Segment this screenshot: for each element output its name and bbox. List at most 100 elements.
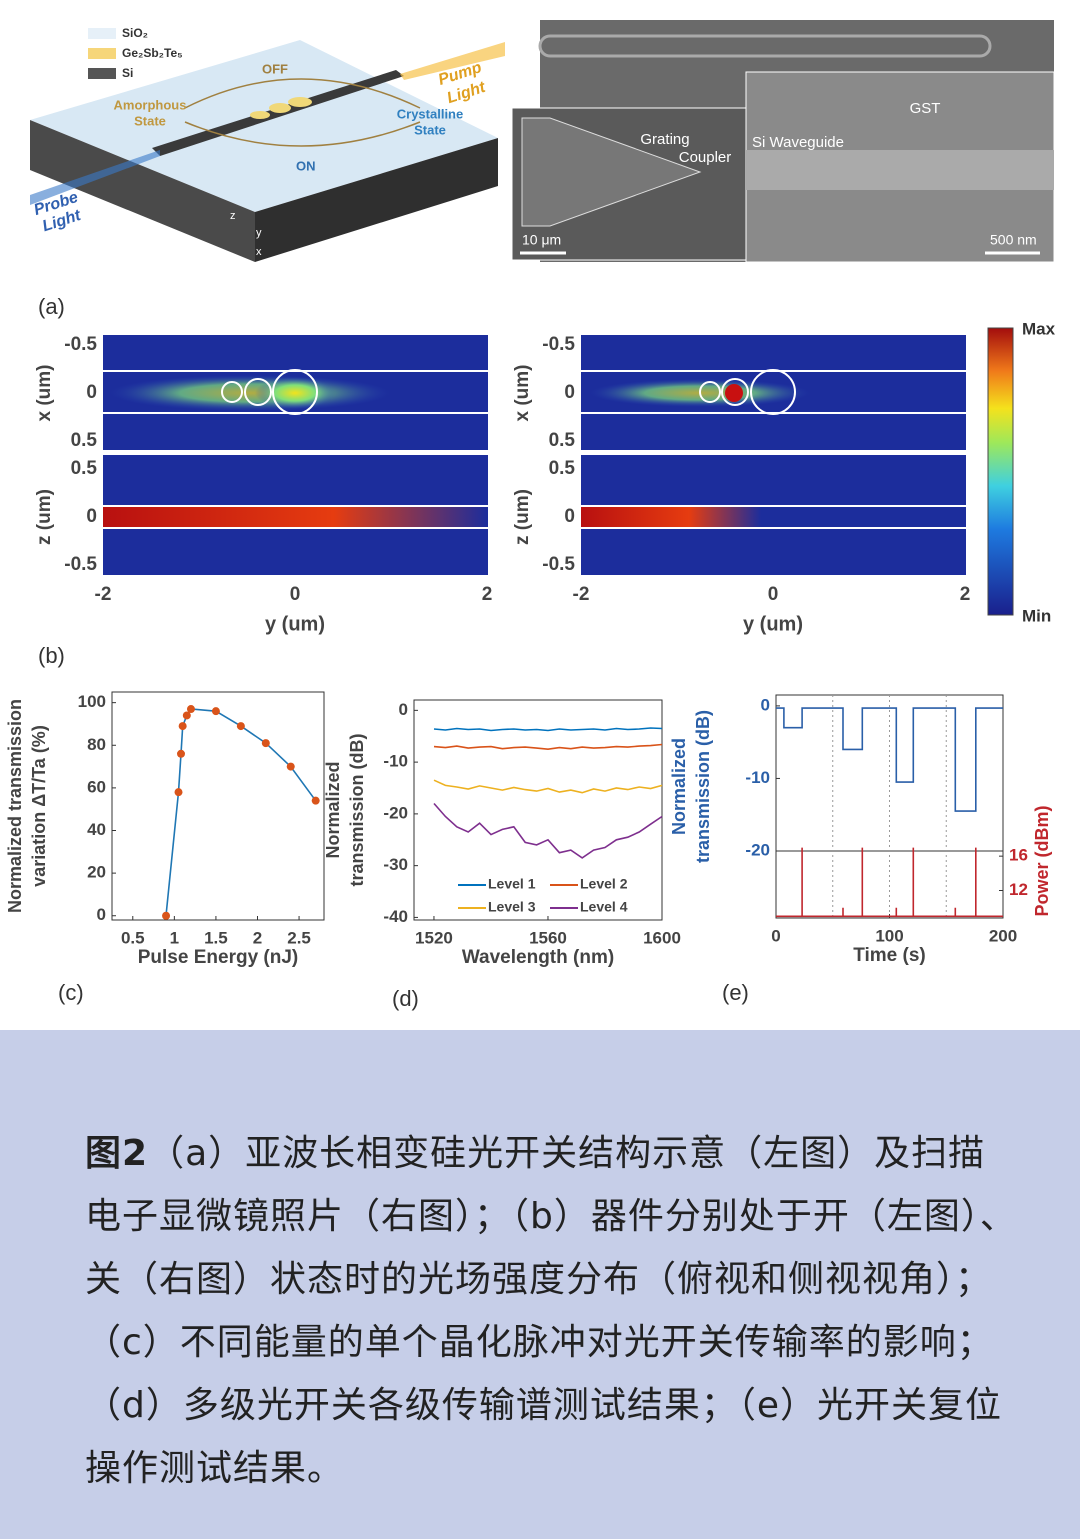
x-tick-label: 1 [170,928,179,947]
y-tick-label: 80 [87,735,106,754]
state-arrows [184,78,421,147]
series-line [433,743,663,751]
swatch [88,28,116,39]
y-tick-label: 20 [87,863,106,882]
swatch [88,68,116,79]
x-axis-label: Wavelength (nm) [462,947,614,968]
panel-label: (d) [392,986,419,1011]
y-tick-label: 0 [564,506,575,527]
x-tick-label: -2 [573,584,590,605]
y-tick-label: -0.5 [542,554,575,575]
field-maps [103,327,1014,616]
series-line [433,779,663,794]
axis-label: x [256,246,262,258]
y2-tick-label: 12 [1009,880,1028,899]
pump-beam [400,42,505,80]
x-tick-label: 1600 [643,928,681,947]
y-tick-label: -40 [383,907,408,926]
x-tick-label: 200 [989,926,1017,945]
y-tick-label: 40 [87,820,106,839]
x-tick-label: 0 [771,926,780,945]
y-tick-label: -0.5 [542,334,575,355]
point [162,911,171,920]
caption: 图2（a）亚波长相变硅光开关结构示意（左图）及扫描电子显微镜照片（右图）；（b）… [85,1122,1020,1500]
y-tick-label: -0.5 [64,334,97,355]
y-tick-label: 0 [86,506,97,527]
device-sketch [30,20,1055,263]
x-tick-label: 2.5 [287,928,311,947]
amorphous-label: State [134,113,166,128]
point [286,762,295,771]
axis-label: z [230,210,236,222]
x-tick-label: 100 [875,926,903,945]
panel-label: (e) [722,980,749,1005]
y-tick-label: -20 [745,840,770,859]
y-tick-label: -30 [383,855,408,874]
point [211,707,220,716]
y-axis-label: x (um) [34,365,55,422]
swatch [88,48,116,59]
field [581,506,761,528]
right-face [255,138,498,262]
scale-label: 10 μm [522,232,561,248]
point [177,749,186,758]
crystalline-label: Crystalline [397,106,463,121]
y2-axis-label: Power (dBm) [1032,805,1052,916]
waveguide-label: Si Waveguide [752,134,844,151]
panel-label: (b) [38,643,65,668]
x-axis-label: Time (s) [853,945,926,966]
plot-frame [413,699,663,921]
y-axis-label: Normalized [323,761,343,858]
y-axis-label: Normalized [669,738,689,835]
caption-text: （a）亚波长相变硅光开关结构示意（左图）及扫描电子显微镜照片（右图）；（b）器件… [85,1133,1017,1489]
y-tick-label: 0 [564,382,575,403]
caption-lead: 图2 [85,1133,149,1174]
gst [250,111,270,119]
point [311,796,320,805]
axis-label: y [256,227,262,239]
point [178,722,187,731]
point [182,711,191,720]
crystalline-label: State [414,122,446,137]
legend-label: Level 4 [580,899,628,915]
gst-label: GST [910,100,941,117]
x-tick-label: 1.5 [204,928,228,947]
y-tick-label: 100 [78,692,106,711]
legend-label: Ge₂Sb₂Te₅ [122,46,183,60]
legend-label: Level 2 [580,876,628,892]
colorbar [987,327,1014,616]
grating-label: Grating [640,131,689,148]
y-tick-label: -10 [745,768,770,787]
sem-ring [538,34,992,58]
x-tick-label: 0.5 [121,928,145,947]
probe-beam [30,150,160,205]
y-tick-label: 60 [87,777,106,796]
off-label: OFF [262,61,288,76]
y-axis-label: transmission (dB) [347,733,367,886]
waveguide-layer [746,150,1054,190]
x-axis-label: y (um) [265,613,325,635]
x-tick-label: 2 [253,928,262,947]
x-tick-label: 2 [960,584,971,605]
legend-label: Si [122,66,133,80]
series-line [776,707,1003,812]
series-line [165,708,317,916]
legend-label: Level 3 [488,899,536,915]
y-tick-label: -0.5 [64,554,97,575]
y-axis-label: Normalized transmission [5,699,25,913]
x-tick-label: 0 [768,584,779,605]
y-tick-label: 0.5 [71,430,98,451]
figure: SiO₂ Ge₂Sb₂Te₅ Si OFF ON Amorphous State… [5,20,1056,1011]
scale-label: 500 nm [990,232,1037,248]
point [236,722,245,731]
y-tick-label: -20 [383,803,408,822]
amorphous-label: Amorphous [114,97,187,112]
x-axis-label: Pulse Energy (nJ) [138,947,299,968]
gst [269,103,291,113]
y2-tick-label: 16 [1009,846,1028,865]
panel-label: (c) [58,980,84,1005]
x-tick-label: 2 [482,584,493,605]
on-label: ON [296,158,316,173]
y-axis-label: x (um) [512,365,533,422]
